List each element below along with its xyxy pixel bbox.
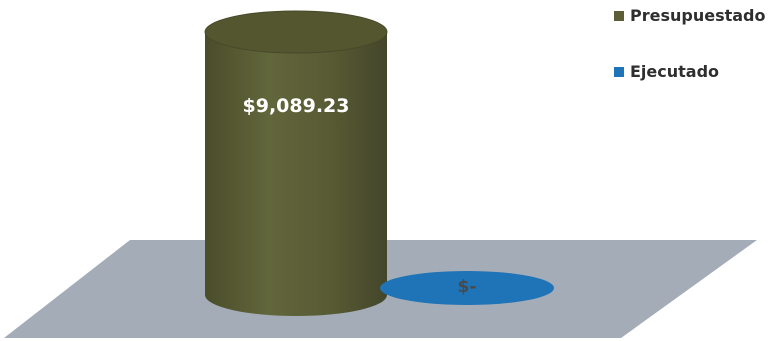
bar-ejecutado	[380, 271, 554, 305]
bar-presupuestado	[205, 32, 387, 316]
legend-label-ejecutado: Ejecutado	[630, 62, 720, 81]
legend-swatch-presupuestado	[614, 10, 624, 21]
legend-label-presupuestado: Presupuestado	[630, 6, 766, 25]
bar-cap-presupuestado	[204, 10, 388, 54]
data-label-presupuestado: $9,089.23	[243, 95, 350, 117]
legend-swatch-ejecutado	[614, 66, 624, 77]
data-label-ejecutado: $-	[458, 277, 477, 297]
legend-item-ejecutado: Ejecutado	[614, 62, 719, 81]
legend-item-presupuestado: Presupuestado	[614, 6, 766, 25]
